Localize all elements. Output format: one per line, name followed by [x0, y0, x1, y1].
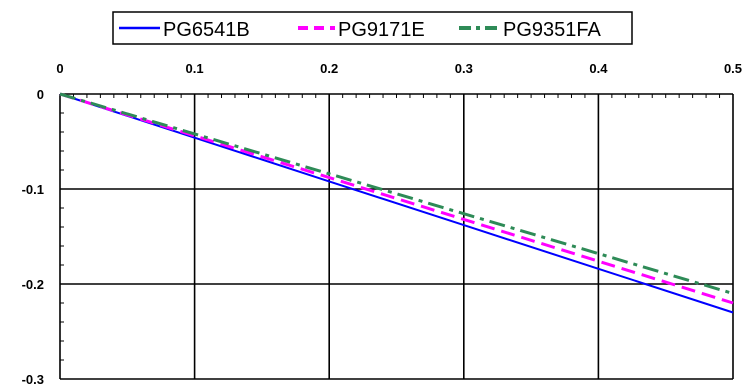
- y-tick-label: -0.3: [22, 372, 44, 387]
- series-line-pg9351fa: [59, 92, 734, 295]
- y-tick-labels: 0 -0.1 -0.2 -0.3: [22, 87, 44, 387]
- x-tick-labels: 0 0.1 0.2 0.3 0.4 0.5: [56, 61, 742, 76]
- x-tick-label: 0.3: [455, 61, 473, 76]
- x-tick-label: 0: [56, 61, 63, 76]
- x-tick-label: 0.1: [186, 61, 204, 76]
- legend-label-pg9171e: PG9171E: [338, 19, 425, 41]
- x-tick-label: 0.5: [724, 61, 742, 76]
- grid: [59, 93, 734, 380]
- y-tick-label: -0.2: [22, 277, 44, 292]
- legend-label-pg9351fa: PG9351FA: [503, 19, 602, 41]
- y-tick-label: -0.1: [22, 182, 44, 197]
- series-line-pg9171e: [59, 92, 734, 305]
- legend-box: [112, 11, 633, 45]
- legend-label-pg6541b: PG6541B: [163, 19, 250, 41]
- legend: PG6541B PG9171E PG9351FA: [112, 11, 633, 45]
- x-tick-label: 0.2: [320, 61, 338, 76]
- series-layer: [59, 92, 734, 314]
- y-tick-label: 0: [37, 87, 44, 102]
- series-line-pg6541b: [59, 93, 734, 314]
- x-tick-label: 0.4: [589, 61, 608, 76]
